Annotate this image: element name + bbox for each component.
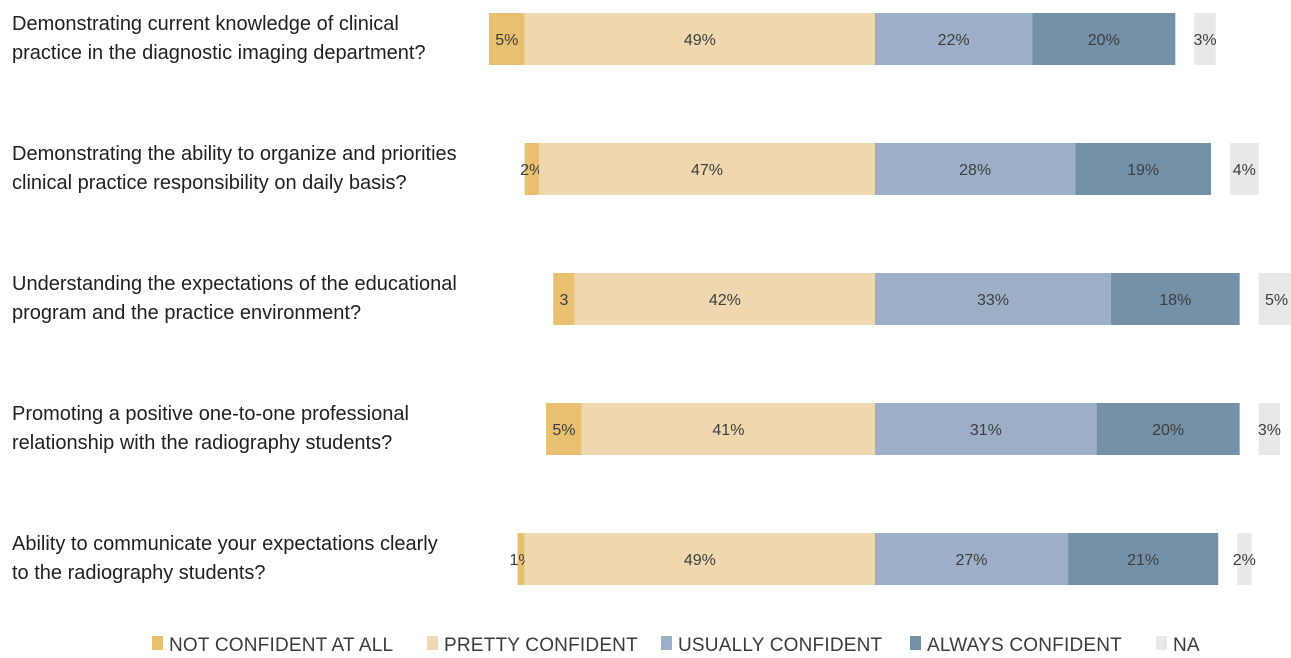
question-label: Demonstrating current knowledge of clini… <box>12 13 426 64</box>
data-label: 2% <box>1233 552 1256 569</box>
data-label: 2% <box>520 162 543 179</box>
bar-segment-always-confident <box>1110 273 1240 325</box>
bars: 5% 49% 22% 20% 3% 2% 47% 28% 19% 4% 3 42% 33% 18% 5% 5%… <box>488 13 1291 585</box>
data-label: 5% <box>552 422 575 439</box>
bar-segment-usually-confident <box>875 273 1111 325</box>
data-label: 31% <box>970 422 1002 439</box>
data-label: 3% <box>1258 422 1281 439</box>
bar-segment-always-confident <box>1096 403 1240 455</box>
data-label: 3% <box>1193 32 1216 49</box>
legend-swatch <box>1156 636 1167 650</box>
legend-swatch <box>910 636 921 650</box>
bar-segment-na <box>1194 13 1216 65</box>
data-label: 21% <box>1127 552 1159 569</box>
bar-segment-pretty-confident <box>538 143 875 195</box>
bar-segment-always-confident <box>1075 143 1212 195</box>
legend-label: USUALLY CONFIDENT <box>678 635 883 656</box>
bar-segment-na <box>1258 273 1291 325</box>
data-label: 27% <box>956 552 988 569</box>
data-label: 20% <box>1152 422 1184 439</box>
question-label: Demonstrating the ability to organize an… <box>12 143 457 194</box>
data-label: 22% <box>938 32 970 49</box>
legend-label: NOT CONFIDENT AT ALL <box>169 635 393 656</box>
data-label: 18% <box>1159 292 1191 309</box>
data-label: 5% <box>495 32 518 49</box>
legend-label: ALWAYS CONFIDENT <box>927 635 1122 656</box>
question-label-line: relationship with the radiography studen… <box>12 432 392 454</box>
question-labels: Demonstrating current knowledge of clini… <box>12 13 457 584</box>
legend-swatch <box>661 636 672 650</box>
data-label: 33% <box>977 292 1009 309</box>
bar-segment-always-confident <box>1032 13 1176 65</box>
bar-segment-not-confident-at-all <box>546 403 582 455</box>
data-label: 4% <box>1233 162 1256 179</box>
legend-label: PRETTY CONFIDENT <box>444 635 638 656</box>
question-label-line: Ability to communicate your expectations… <box>12 533 438 555</box>
bar-segment-na <box>1237 533 1252 585</box>
bar-segment-not-confident-at-all <box>517 533 525 585</box>
question-label: Promoting a positive one-to-one professi… <box>12 403 409 454</box>
bar-segment-usually-confident <box>875 13 1033 65</box>
bar-segment-na <box>1230 143 1259 195</box>
question-label-line: Demonstrating current knowledge of clini… <box>12 13 399 35</box>
data-label: 49% <box>684 32 716 49</box>
question-label-line: Demonstrating the ability to organize an… <box>12 143 457 165</box>
data-label: 47% <box>691 162 723 179</box>
data-label: 19% <box>1127 162 1159 179</box>
bar-segment-pretty-confident <box>524 13 875 65</box>
data-label: 5% <box>1265 292 1288 309</box>
question-label: Ability to communicate your expectations… <box>12 533 438 584</box>
data-label: 41% <box>712 422 744 439</box>
bar-segment-usually-confident <box>875 533 1069 585</box>
bar-segment-not-confident-at-all <box>488 13 525 65</box>
question-label-line: practice in the diagnostic imaging depar… <box>12 42 426 64</box>
bar-segment-pretty-confident <box>524 533 875 585</box>
question-label-line: to the radiography students? <box>12 562 266 584</box>
question-label-line: Promoting a positive one-to-one professi… <box>12 403 409 425</box>
legend: NOT CONFIDENT AT ALL PRETTY CONFIDENT USUA… <box>152 635 1200 656</box>
data-label: 42% <box>709 292 741 309</box>
bar-segment-na <box>1258 403 1281 455</box>
legend-swatch <box>427 636 438 650</box>
question-label: Understanding the expectations of the ed… <box>12 273 457 324</box>
question-label-line: clinical practice responsibility on dail… <box>12 172 407 194</box>
bar-segment-not-confident-at-all <box>553 273 575 325</box>
bar-segment-always-confident <box>1068 533 1219 585</box>
question-label-line: Understanding the expectations of the ed… <box>12 273 457 295</box>
bar-segment-not-confident-at-all <box>524 143 539 195</box>
bar-segment-usually-confident <box>875 143 1076 195</box>
bar-segment-pretty-confident <box>581 403 875 455</box>
question-label-line: program and the practice environment? <box>12 302 361 324</box>
data-label: 28% <box>959 162 991 179</box>
legend-label: NA <box>1173 635 1200 656</box>
data-label: 20% <box>1088 32 1120 49</box>
bar-segment-pretty-confident <box>574 273 875 325</box>
data-label: 49% <box>684 552 716 569</box>
bar-segment-usually-confident <box>875 403 1097 455</box>
data-label: 3 <box>560 292 569 309</box>
legend-swatch <box>152 636 163 650</box>
